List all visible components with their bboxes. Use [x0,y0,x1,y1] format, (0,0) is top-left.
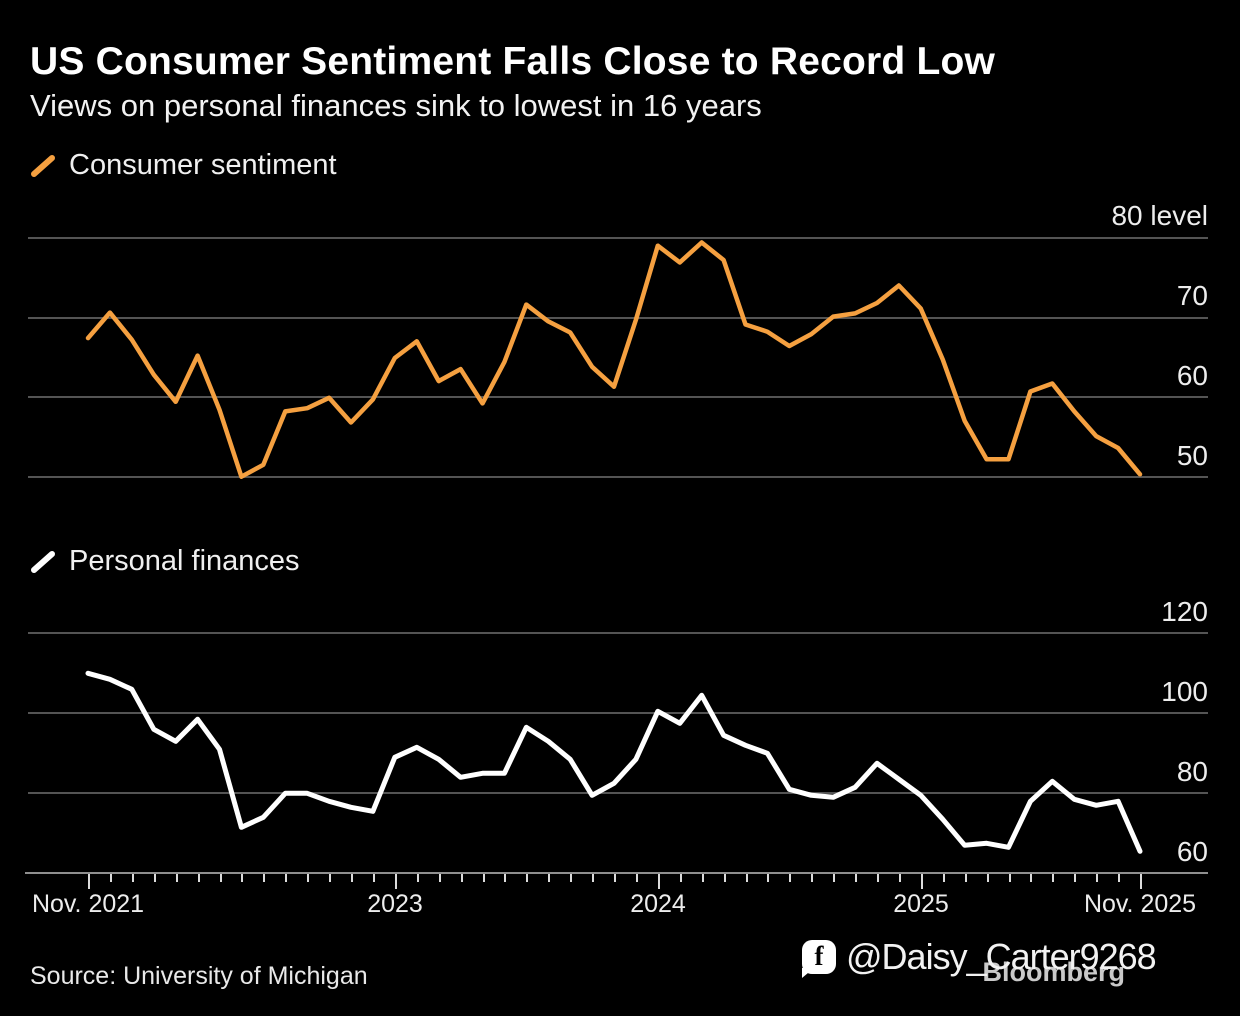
x-axis-minor-tick [614,874,616,882]
x-axis-minor-tick [723,874,726,882]
x-axis-minor-tick [263,874,266,882]
x-axis-minor-tick [964,874,967,882]
y-axis-label-60b: 60 [1176,836,1208,867]
x-axis-minor-tick [1030,874,1033,882]
x-axis-minor-tick [241,874,244,882]
chart-title: US Consumer Sentiment Falls Close to Rec… [30,40,996,83]
y-axis-label-80-level: 80 level [1111,200,1208,231]
x-axis-minor-tick [285,874,288,882]
x-axis-minor-tick [942,874,945,882]
x-axis-minor-tick [438,874,441,882]
legend-label-personal-finances: Personal finances [69,545,300,577]
x-axis-major-tick [657,874,660,889]
line-swatch-icon [31,154,55,177]
x-axis-major-tick [394,874,397,889]
gridline-60 [28,396,1208,398]
x-axis-minor-tick [175,874,178,882]
gridline-80 [28,237,1208,239]
x-axis-minor-tick [592,874,595,882]
x-axis-minor-tick [570,874,573,882]
personal-finances-swatch [31,550,55,573]
x-axis-minor-tick [877,874,879,882]
x-axis-minor-tick [1096,874,1099,882]
x-axis-minor-tick [1008,874,1011,882]
gridline-100 [28,712,1208,714]
x-axis-minor-tick [767,874,770,882]
x-axis-major-tick [920,874,923,889]
x-axis-minor-tick [307,874,310,882]
watermark-handle: @Daisy_Carter9268 [846,936,1157,977]
facebook-icon: f [802,940,836,978]
x-axis-major-tick [88,874,90,889]
gridline-50 [28,476,1208,478]
x-axis-minor-tick [855,874,858,882]
source-note: Source: University of Michigan [30,962,368,990]
x-axis-minor-tick [504,874,507,882]
x-axis-minor-tick [329,874,332,882]
x-axis-minor-tick [548,874,551,882]
chart-subtitle: Views on personal finances sink to lowes… [30,88,762,123]
y-axis-label-50: 50 [1176,440,1208,471]
y-axis-label-60: 60 [1176,360,1208,391]
bloomberg-logo: Bloomberg [982,957,1125,987]
x-axis-minor-tick [153,874,156,882]
personal-finances-line [85,670,1143,854]
x-axis-minor-tick [679,874,682,882]
x-axis-label-nov-2025: Nov. 2025 [1083,890,1197,918]
x-axis-minor-tick [460,874,463,882]
y-axis-label-70: 70 [1176,280,1208,311]
x-axis-minor-tick [131,874,134,882]
x-axis-minor-tick [197,874,200,882]
x-axis-minor-tick [1052,874,1055,882]
x-axis-minor-tick [833,874,836,882]
x-axis-minor-tick [745,874,748,882]
x-axis-minor-tick [1074,874,1077,882]
gridline-120 [28,632,1208,634]
x-axis-label-nov-2021: Nov. 2021 [31,890,145,918]
consumer-sentiment-line [85,240,1143,479]
x-axis-label-2025: 2025 [893,890,949,918]
x-axis-major-tick [1140,874,1142,889]
legend-label-consumer-sentiment: Consumer sentiment [69,149,337,181]
x-axis-label-2023: 2023 [367,890,423,918]
x-axis-minor-tick [372,874,375,882]
legend-personal-finances: Personal finances [30,545,300,578]
legend-consumer-sentiment: Consumer sentiment [30,149,337,182]
consumer-sentiment-swatch [31,154,55,177]
x-axis-minor-tick [701,874,704,882]
y-axis-label-120: 120 [1161,596,1208,627]
x-axis-minor-tick [219,874,222,882]
x-axis-minor-tick [1118,874,1121,882]
facebook-f-letter: f [814,940,824,971]
x-axis-minor-tick [635,874,638,882]
x-axis-minor-tick [351,874,353,882]
x-axis-minor-tick [811,874,814,882]
x-axis-line [25,872,1208,874]
gridline-70 [28,317,1208,319]
y-axis-label-100: 100 [1161,676,1208,707]
x-axis-label-2024: 2024 [630,890,686,918]
gridline-80b [28,792,1208,794]
watermark: f @Daisy_Carter9268 [802,936,1157,978]
x-axis-minor-tick [109,874,112,882]
line-swatch-icon [31,550,55,573]
x-axis-minor-tick [898,874,901,882]
x-axis-minor-tick [482,874,485,882]
x-axis-minor-tick [526,874,529,882]
x-axis-minor-tick [789,874,792,882]
y-axis-label-80: 80 [1176,756,1208,787]
x-axis-minor-tick [986,874,989,882]
x-axis-minor-tick [416,874,419,882]
